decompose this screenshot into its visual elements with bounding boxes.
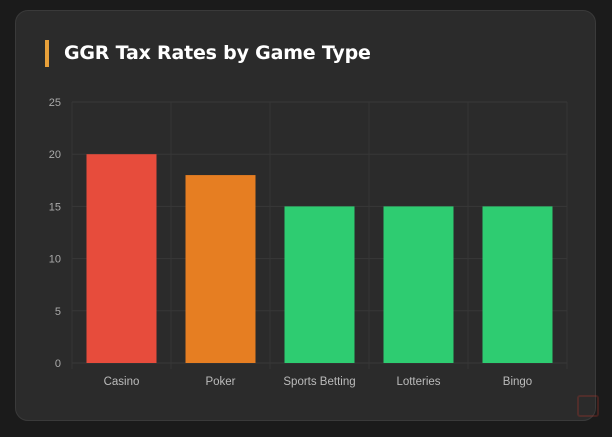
y-tick-label: 25 [49,97,61,109]
x-tick-label: Casino [104,376,140,388]
bar-bingo [482,206,553,363]
title-accent-bar [45,40,49,67]
bar-poker [185,175,256,363]
y-tick-label: 10 [49,254,61,266]
watermark-logo [568,395,608,435]
bar-lotteries [383,206,454,363]
bar-sports-betting [284,206,355,363]
bar-casino [86,154,157,363]
y-tick-label: 20 [49,149,61,161]
x-tick-label: Lotteries [396,376,440,388]
y-tick-label: 0 [55,358,61,370]
x-tick-label: Poker [205,376,235,388]
x-tick-label: Bingo [503,376,532,388]
y-tick-label: 15 [49,201,61,213]
x-tick-label: Sports Betting [283,376,355,388]
y-tick-label: 5 [55,306,61,318]
chart-title: GGR Tax Rates by Game Type [64,42,371,64]
